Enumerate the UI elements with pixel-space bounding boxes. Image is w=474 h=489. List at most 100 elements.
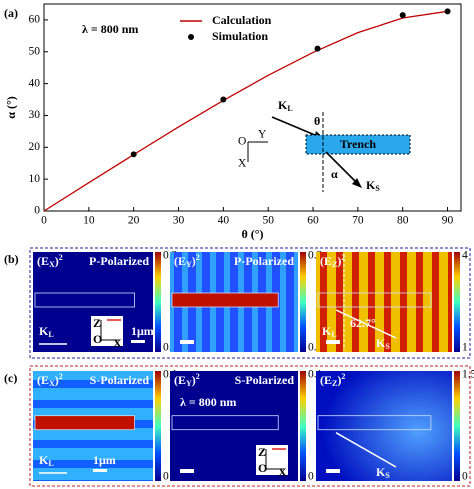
y-dir: Y <box>258 129 267 141</box>
panel-b-frame <box>29 247 471 359</box>
field-post: ) <box>337 373 341 387</box>
axes-arrows <box>100 320 119 341</box>
simulation-point <box>444 8 451 15</box>
k-s-arrow <box>335 432 397 468</box>
y-axis-label: α (°) <box>4 96 18 119</box>
field-pre: (E <box>320 254 332 268</box>
field-sub: Z <box>332 379 337 388</box>
x-dir: X <box>113 336 122 350</box>
x-tick-label: 0 <box>41 215 47 227</box>
o-dir: O <box>258 461 267 475</box>
field-sup: 2 <box>341 372 345 381</box>
colorbar <box>300 371 306 481</box>
k-l-sub: L <box>287 104 292 113</box>
y-tick-label: 20 <box>29 141 41 153</box>
plot-frame <box>43 3 462 212</box>
panel-label: (a) <box>4 6 18 20</box>
simulation-point <box>220 96 227 103</box>
k-s: KS <box>366 178 380 193</box>
field-pre: (E <box>174 373 186 387</box>
k-s: KS <box>376 465 390 480</box>
field-post: ) <box>337 254 341 268</box>
theta: θ <box>314 114 320 128</box>
trench-outline <box>317 415 432 431</box>
axes-arrows <box>265 449 284 470</box>
x-tick-label: 80 <box>397 215 409 227</box>
field-map <box>316 252 452 352</box>
alpha: α <box>331 167 338 181</box>
k-l: KL <box>39 324 54 339</box>
panel-label: (b) <box>4 252 19 266</box>
scale-bar <box>326 340 340 344</box>
axes-inset <box>91 316 123 346</box>
k-s-sub: S <box>385 342 390 351</box>
x-tick-label: 40 <box>218 215 230 227</box>
field-label: (EZ)2 <box>320 372 345 388</box>
axes-inset <box>256 445 288 475</box>
scale-bar <box>180 340 194 344</box>
scale-bar <box>180 469 194 473</box>
wavelength: λ = 800 nm <box>180 395 236 409</box>
field-sup: 2 <box>59 253 63 262</box>
legend-label: Simulation <box>212 29 268 43</box>
field-sup: 2 <box>59 372 63 381</box>
trench-outline <box>34 415 135 431</box>
field-sup: 2 <box>341 253 345 262</box>
trench-outline <box>317 292 432 308</box>
field-sub: Y <box>186 260 192 269</box>
field-label: (EX)2 <box>37 253 63 269</box>
k-l-main: K <box>278 98 288 112</box>
k-s-arrow <box>335 309 397 339</box>
trench-label: Trench <box>340 137 377 151</box>
field-post: ) <box>55 254 59 268</box>
field-post: ) <box>192 254 196 268</box>
k-l-sub: L <box>48 330 53 339</box>
wavelength: λ = 800 nm <box>82 22 138 36</box>
x-tick-label: 70 <box>352 215 364 227</box>
k-l: KL <box>39 453 54 468</box>
x-dir: X <box>238 158 247 170</box>
x-tick-label: 30 <box>173 215 185 227</box>
k-l: KL <box>322 324 337 339</box>
z-dir: Z <box>258 445 266 459</box>
polarization: S-Polarized <box>90 373 150 387</box>
simulation-point <box>399 12 406 19</box>
k-s-main: K <box>376 465 386 479</box>
scale-label: 1μm <box>93 453 116 467</box>
field-sub: X <box>49 379 55 388</box>
x-tick-label: 10 <box>83 215 95 227</box>
colorbar-min: 1 <box>462 342 468 354</box>
y-tick-label: 50 <box>29 45 41 57</box>
legend-marker <box>188 34 194 40</box>
field-label: (EY)2 <box>174 253 200 269</box>
colorbar <box>155 371 161 481</box>
x-tick-label: 50 <box>262 215 274 227</box>
k-l-arrow <box>271 116 323 139</box>
field-post: ) <box>192 373 196 387</box>
field-label: (EX)2 <box>37 372 63 388</box>
legend-label: Calculation <box>212 13 272 27</box>
arrow-head <box>352 178 362 188</box>
field-sup: 2 <box>196 372 200 381</box>
colorbar <box>155 252 161 352</box>
k-l-main: K <box>39 324 49 338</box>
calculation-line <box>43 10 448 212</box>
colorbar <box>454 252 460 352</box>
field-pre: (E <box>320 373 332 387</box>
colorbar-min: 0 <box>308 471 314 483</box>
k-s-arrow <box>325 151 359 185</box>
scale-bar <box>131 340 145 343</box>
o-dir: O <box>93 332 102 346</box>
field-pre: (E <box>37 373 49 387</box>
x-tick-label: 20 <box>128 215 140 227</box>
scale-bar <box>93 469 107 472</box>
field-sub: X <box>49 260 55 269</box>
k-l: KL <box>278 98 293 113</box>
x-tick-label: 60 <box>307 215 319 227</box>
scale-bar <box>326 469 340 473</box>
polarization: S-Polarized <box>235 373 295 387</box>
k-s-sub: S <box>375 184 380 193</box>
trench-outline <box>34 292 135 308</box>
y-tick-label: 40 <box>29 77 41 89</box>
